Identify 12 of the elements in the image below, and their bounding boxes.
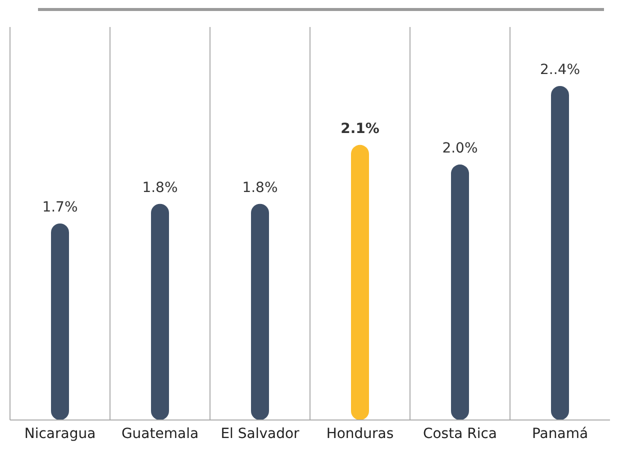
x-tick-label: Honduras bbox=[326, 426, 394, 442]
data-label: 2.1% bbox=[340, 120, 380, 137]
x-tick-label: El Salvador bbox=[220, 426, 300, 442]
x-tick-label: Guatemala bbox=[121, 426, 199, 442]
data-label: 1.8% bbox=[142, 180, 178, 196]
x-tick-label: Panamá bbox=[532, 426, 588, 442]
x-tick-label: Nicaragua bbox=[24, 426, 96, 442]
data-label: 2.0% bbox=[442, 140, 478, 157]
data-label: 1.7% bbox=[42, 200, 78, 216]
x-tick-label: Costa Rica bbox=[422, 426, 498, 442]
data-label: 2..4% bbox=[540, 62, 580, 78]
data-label: 1.8% bbox=[242, 180, 278, 196]
